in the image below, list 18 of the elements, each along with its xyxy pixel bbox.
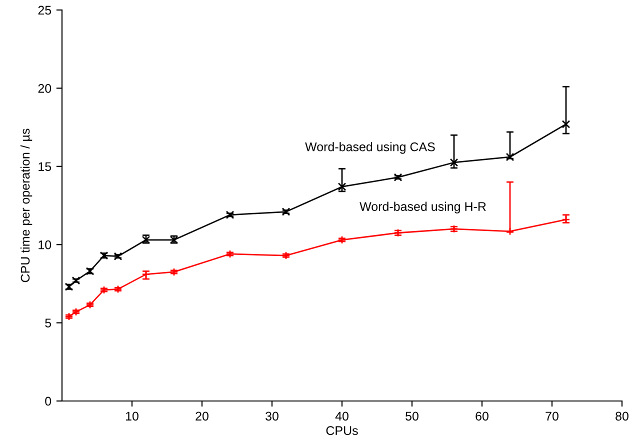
x-tick-label: 70 (546, 412, 558, 421)
y-tick-label: 25 (38, 6, 52, 15)
x-tick-label: 60 (476, 412, 488, 421)
x-tick-label: 10 (126, 412, 138, 421)
x-tick-label: 80 (616, 412, 628, 421)
series-label: Word-based using CAS (305, 142, 435, 154)
y-axis-title: CPU time per operation / µs (20, 128, 32, 282)
x-tick-label: 20 (196, 412, 208, 421)
y-tick-label: 0 (45, 396, 52, 406)
y-tick-label: 20 (38, 84, 52, 93)
y-tick-label: 15 (38, 162, 52, 172)
x-tick-label: 30 (266, 412, 278, 421)
series-label: Word-based using H-R (360, 202, 486, 214)
x-axis-title: CPUs (326, 426, 358, 436)
x-tick-label: 50 (406, 412, 418, 421)
y-tick-label: 5 (45, 318, 52, 328)
x-tick-label: 40 (335, 412, 348, 421)
y-tick-label: 10 (38, 240, 52, 250)
